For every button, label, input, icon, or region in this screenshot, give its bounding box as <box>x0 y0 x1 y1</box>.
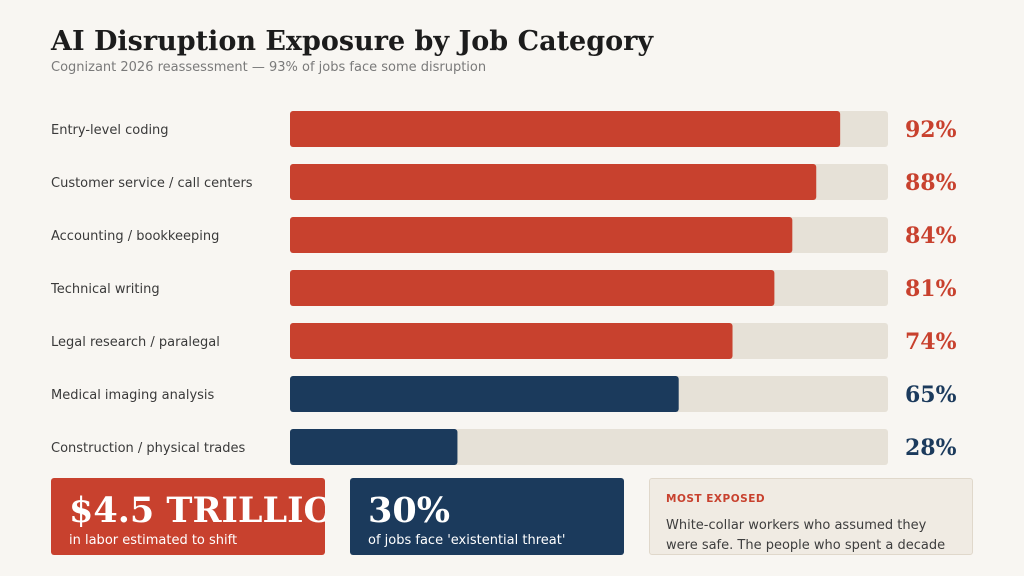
value-label: 65% <box>905 382 957 408</box>
category-label: Medical imaging analysis <box>51 388 215 403</box>
bar <box>290 270 775 306</box>
most-exposed-note: MOST EXPOSED White-collar workers who as… <box>649 478 973 555</box>
value-label: 88% <box>905 170 957 196</box>
bar <box>290 323 733 359</box>
category-label: Legal research / paralegal <box>51 335 220 350</box>
stat-value: $4.5 TRILLION <box>69 490 325 531</box>
category-label: Technical writing <box>50 282 160 297</box>
value-label: 92% <box>905 117 957 143</box>
stat-card-existential: 30% of jobs face 'existential threat' <box>350 478 624 555</box>
stat-value: 30% <box>368 490 450 531</box>
note-heading: MOST EXPOSED <box>666 493 766 505</box>
value-label: 81% <box>905 276 957 302</box>
bar <box>290 217 793 253</box>
value-label: 74% <box>905 329 957 355</box>
bar <box>290 376 679 412</box>
category-label: Accounting / bookkeeping <box>51 229 219 244</box>
page-title: AI Disruption Exposure by Job Category <box>51 26 654 57</box>
stat-card-labor: $4.5 TRILLION in labor estimated to shif… <box>51 478 325 555</box>
bar <box>290 111 841 147</box>
category-label: Entry-level coding <box>51 123 169 138</box>
bar <box>290 429 458 465</box>
note-text: White-collar workers who assumed they we… <box>666 518 946 553</box>
value-label: 28% <box>905 435 957 461</box>
category-label: Construction / physical trades <box>51 441 246 456</box>
bar <box>290 164 817 200</box>
category-label: Customer service / call centers <box>51 176 253 191</box>
stat-label: of jobs face 'existential threat' <box>368 533 566 548</box>
page-subtitle: Cognizant 2026 reassessment — 93% of job… <box>51 60 487 75</box>
stat-label: in labor estimated to shift <box>69 533 238 548</box>
value-label: 84% <box>905 223 957 249</box>
exposure-bar-chart: Entry-level coding 92% Customer service / … <box>50 111 957 465</box>
